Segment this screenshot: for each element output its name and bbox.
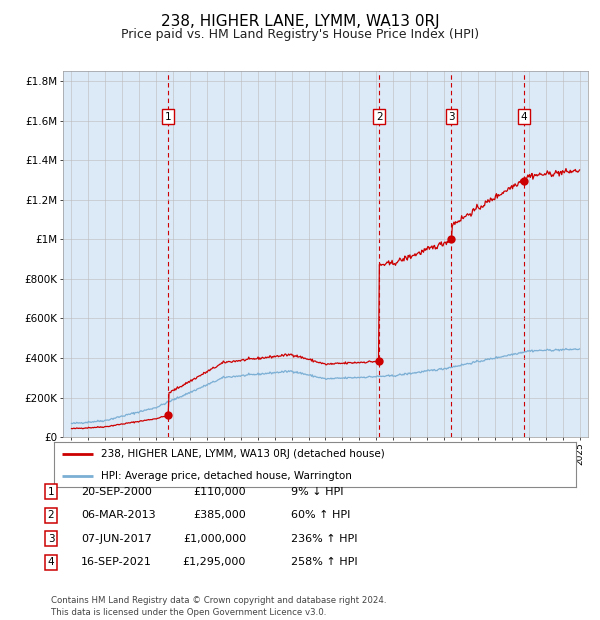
Text: 1: 1 (165, 112, 172, 122)
Text: 258% ↑ HPI: 258% ↑ HPI (291, 557, 358, 567)
Text: £385,000: £385,000 (193, 510, 246, 520)
Text: 1: 1 (47, 487, 55, 497)
Text: 2: 2 (47, 510, 55, 520)
Text: 60% ↑ HPI: 60% ↑ HPI (291, 510, 350, 520)
Text: Price paid vs. HM Land Registry's House Price Index (HPI): Price paid vs. HM Land Registry's House … (121, 28, 479, 41)
Text: 3: 3 (448, 112, 455, 122)
Text: 238, HIGHER LANE, LYMM, WA13 0RJ (detached house): 238, HIGHER LANE, LYMM, WA13 0RJ (detach… (101, 449, 385, 459)
Text: 2: 2 (376, 112, 383, 122)
Text: 4: 4 (521, 112, 527, 122)
Text: 07-JUN-2017: 07-JUN-2017 (81, 534, 152, 544)
Text: 236% ↑ HPI: 236% ↑ HPI (291, 534, 358, 544)
Text: HPI: Average price, detached house, Warrington: HPI: Average price, detached house, Warr… (101, 471, 352, 480)
Text: £1,000,000: £1,000,000 (183, 534, 246, 544)
Text: 3: 3 (47, 534, 55, 544)
Text: £1,295,000: £1,295,000 (182, 557, 246, 567)
Text: £110,000: £110,000 (193, 487, 246, 497)
Text: 4: 4 (47, 557, 55, 567)
Text: 238, HIGHER LANE, LYMM, WA13 0RJ: 238, HIGHER LANE, LYMM, WA13 0RJ (161, 14, 439, 29)
Text: Contains HM Land Registry data © Crown copyright and database right 2024.
This d: Contains HM Land Registry data © Crown c… (51, 596, 386, 617)
Text: 20-SEP-2000: 20-SEP-2000 (81, 487, 152, 497)
Text: 06-MAR-2013: 06-MAR-2013 (81, 510, 155, 520)
Text: 9% ↓ HPI: 9% ↓ HPI (291, 487, 343, 497)
Text: 16-SEP-2021: 16-SEP-2021 (81, 557, 152, 567)
